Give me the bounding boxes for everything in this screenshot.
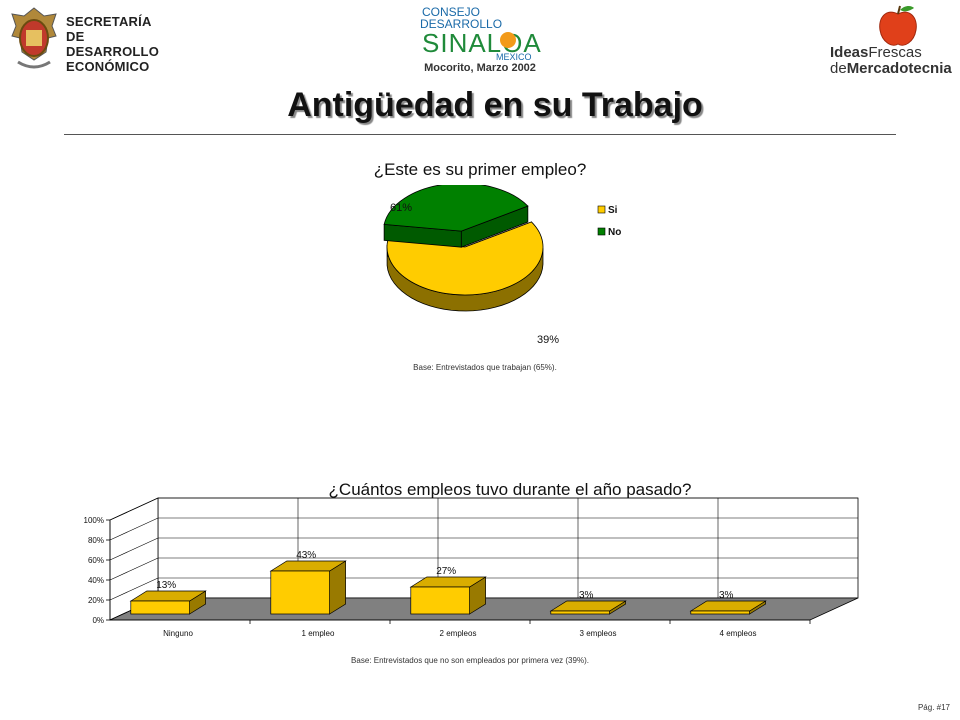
- logo-word: CONSEJO: [422, 5, 480, 19]
- back-wall: [157, 497, 859, 599]
- bar-value-label: 27%: [436, 566, 456, 577]
- bar: [549, 600, 627, 615]
- logo-text-line: SECRETARÍA: [66, 14, 152, 29]
- pie-chart-title: ¿Este es su primer empleo?: [373, 160, 587, 179]
- logo-text-line: DE DESARROLLO: [66, 29, 159, 59]
- bar-front: [270, 570, 330, 615]
- coat-of-arms-icon: [11, 7, 57, 69]
- logo-word: MEXICO: [496, 52, 532, 62]
- secretaria-logo: SECRETARÍA DE DESARROLLO ECONÓMICO: [8, 4, 159, 76]
- legend-label: Si: [608, 205, 618, 216]
- pie-chart: 61% 39% Si No: [383, 185, 621, 346]
- bar-chart: 0% 20% 40% 60% 80% 100% 13% Ninguno 43% 1 empleo 2…: [84, 497, 859, 638]
- page-title: Antigüedad en su Trabajo: [287, 86, 703, 124]
- bar-chart-note: Base: Entrevistados que no son empleados…: [351, 656, 589, 665]
- legend-swatch: [597, 227, 606, 236]
- legend-label: No: [608, 227, 621, 238]
- bar-value-label: 43%: [296, 550, 316, 561]
- logo-word: Frescas: [868, 44, 922, 61]
- y-tick-label: 80%: [88, 536, 104, 545]
- apple-icon: [879, 5, 917, 46]
- bar-value-label: 3%: [579, 590, 594, 601]
- gridline: [109, 537, 159, 561]
- bar-front: [690, 610, 750, 615]
- place-date: Mocorito, Marzo 2002: [424, 62, 536, 74]
- y-tick-label: 40%: [88, 576, 104, 585]
- bar-value-label: 13%: [156, 580, 176, 591]
- x-tick-label: 3 empleos: [580, 629, 617, 638]
- pie-slice: [383, 185, 529, 248]
- consejo-sinaloa-logo: CONSEJO DESARROLLO SINALOA MEXICO: [400, 2, 560, 74]
- sun-icon: [500, 32, 516, 48]
- pie-value-label: 61%: [390, 202, 412, 214]
- pie-slice: [386, 221, 544, 312]
- y-tick-label: 100%: [84, 516, 104, 525]
- x-tick-label: Ninguno: [163, 629, 193, 638]
- bar: [409, 576, 487, 615]
- logo-text-line: ECONÓMICO: [66, 59, 150, 74]
- y-tick-label: 60%: [88, 556, 104, 565]
- bar-front: [410, 586, 470, 615]
- pie-slice-top: [386, 221, 544, 296]
- logo-word: de: [830, 60, 847, 77]
- logo-word-bold: Mercadotecnia: [846, 60, 952, 77]
- bar: [689, 600, 767, 615]
- ideas-frescas-logo: IdeasFrescas deMercadotecnia: [826, 4, 960, 77]
- bar-front: [550, 610, 610, 615]
- bar-front: [130, 600, 190, 615]
- x-tick-label: 1 empleo: [302, 629, 335, 638]
- bar-chart-title: ¿Cuántos empleos tuvo durante el año pas…: [328, 480, 692, 499]
- gridline: [109, 497, 159, 521]
- title-divider: [64, 134, 896, 135]
- bar-value-label: 3%: [719, 590, 734, 601]
- bar: [129, 590, 207, 615]
- logo-word-bold: Ideas: [830, 44, 869, 61]
- gridline: [109, 517, 159, 541]
- page-number: Pág. #17: [917, 703, 950, 712]
- gridline: [109, 577, 159, 601]
- logo-word: DESARROLLO: [420, 17, 502, 31]
- y-tick-label: 0%: [92, 616, 104, 625]
- gridline: [109, 557, 159, 581]
- pie-value-label: 39%: [537, 334, 559, 346]
- legend-swatch: [597, 205, 606, 214]
- logo-word: SINALOA: [422, 28, 542, 58]
- pie-chart-note: Base: Entrevistados que trabajan (65%).: [413, 363, 557, 372]
- pie-slice-top: [383, 185, 529, 232]
- y-tick-label: 20%: [88, 596, 104, 605]
- x-tick-label: 4 empleos: [720, 629, 757, 638]
- x-tick-label: 2 empleos: [440, 629, 477, 638]
- bar: [269, 560, 347, 615]
